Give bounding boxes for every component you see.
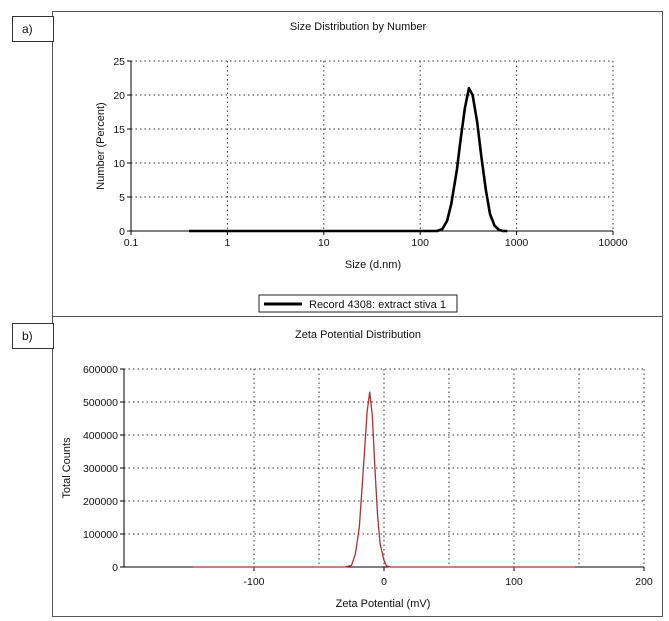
chart-a-y-tick-label: 20 [113, 90, 125, 102]
chart-a-series-line [189, 86, 508, 233]
chart-a-legend-label: Record 4308: extract stiva 1 [309, 299, 446, 311]
chart-b-series-line [192, 391, 576, 568]
chart-b-x-tick-label: 100 [505, 576, 523, 588]
panel-tag-b: b) [12, 323, 54, 349]
chart-a-y-tick-label: 0 [119, 226, 125, 238]
chart-a-y-tick-label: 25 [113, 56, 125, 68]
chart-a-x-tick-label: 1000 [505, 237, 529, 249]
chart-b-x-tick-label: 200 [635, 576, 653, 588]
chart-a-x-tick-label: 10000 [598, 237, 627, 249]
panel-tag-a: a) [12, 16, 54, 42]
chart-b-x-tick-label: -100 [243, 576, 264, 588]
chart-panel-a [52, 11, 663, 318]
chart-a-x-tick-label: 10 [318, 237, 330, 249]
chart-b-y-tick-label: 200000 [83, 496, 118, 508]
chart-a-x-axis-label: Size (d.nm) [345, 259, 401, 271]
chart-b-x-axis-label: Zeta Potential (mV) [336, 598, 431, 610]
chart-b-y-tick-label: 100000 [83, 529, 118, 541]
chart-a-y-tick-label: 5 [119, 192, 125, 204]
chart-b-y-tick-label: 500000 [83, 397, 118, 409]
chart-a-y-tick-label: 10 [113, 158, 125, 170]
chart-b-title: Zeta Potential Distribution [295, 329, 421, 341]
chart-b-y-axis-label: Total Counts [61, 437, 73, 499]
chart-a-x-tick-label: 1 [224, 237, 230, 249]
chart-a-x-tick-label: 0.1 [124, 237, 139, 249]
chart-a-x-tick-label: 100 [411, 237, 429, 249]
chart-a-title: Size Distribution by Number [290, 21, 427, 33]
chart-b-x-tick-label: 0 [381, 576, 387, 588]
chart-b-y-tick-label: 600000 [83, 364, 118, 376]
chart-a-legend [258, 294, 458, 313]
chart-b-y-tick-label: 0 [112, 562, 118, 574]
chart-b-y-tick-label: 400000 [83, 430, 118, 442]
chart-a-y-axis-label: Number (Percent) [95, 102, 107, 189]
chart-b-y-tick-label: 300000 [83, 463, 118, 475]
chart-a-y-tick-label: 15 [113, 124, 125, 136]
